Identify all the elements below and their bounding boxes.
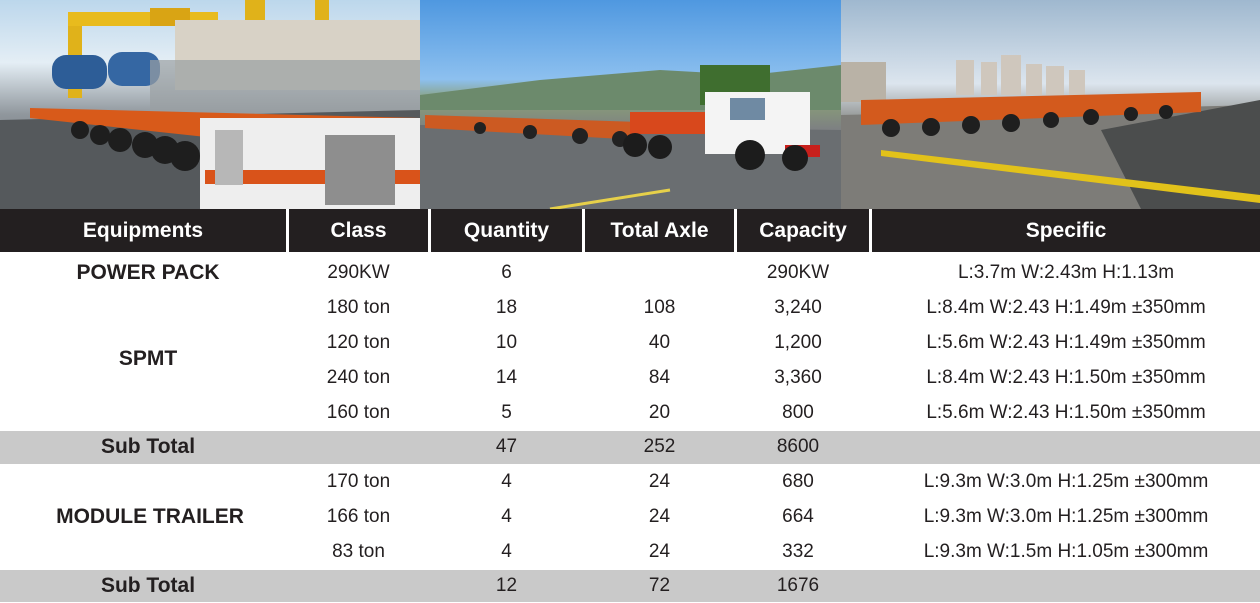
table-cell-quantity: 5 — [501, 402, 512, 423]
table-cell-capacity: 1,200 — [774, 332, 822, 353]
subtotal-row — [0, 570, 1260, 602]
table-cell-total-axle: 24 — [648, 506, 671, 527]
header-capacity: Capacity — [759, 219, 847, 242]
table-cell-total-axle: 84 — [648, 367, 671, 388]
table-cell-capacity: 680 — [782, 471, 814, 492]
table-cell-capacity: 664 — [782, 506, 814, 527]
table-cell-specific: L:5.6m W:2.43 H:1.50m ±350mm — [926, 402, 1206, 423]
header-divider — [869, 209, 872, 252]
subtotal-total-axle: 72 — [648, 575, 671, 596]
photo-truck-trailer — [420, 0, 841, 209]
subtotal-total-axle: 252 — [643, 436, 676, 457]
table-cell-capacity: 800 — [782, 402, 814, 423]
header-class: Class — [330, 219, 387, 242]
subtotal-capacity: 8600 — [776, 436, 820, 457]
table-cell-quantity: 14 — [495, 367, 518, 388]
table-cell-class: 166 ton — [326, 506, 391, 527]
table-cell-class: 83 ton — [332, 541, 385, 562]
table-cell-specific: L:9.3m W:3.0m H:1.25m ±300mm — [923, 506, 1209, 527]
table-cell-specific: L:9.3m W:1.5m H:1.05m ±300mm — [923, 541, 1209, 562]
table-cell-total-axle: 20 — [648, 402, 671, 423]
subtotal-row — [0, 431, 1260, 464]
subtotal-label: Sub Total — [100, 435, 196, 458]
table-cell-class: 240 ton — [326, 367, 391, 388]
table-cell-class: 290KW — [327, 262, 390, 283]
table-cell-specific: L:8.4m W:2.43 H:1.49m ±350mm — [926, 297, 1206, 318]
photo-quay-spmt — [841, 0, 1260, 209]
table-cell-total-axle — [585, 256, 734, 290]
table-cell-quantity: 4 — [501, 506, 512, 527]
header-total-axle: Total Axle — [610, 219, 709, 242]
table-cell-quantity: 18 — [495, 297, 518, 318]
table-cell-class: 160 ton — [326, 402, 391, 423]
subtotal-quantity: 47 — [495, 436, 518, 457]
header-divider — [428, 209, 431, 252]
table-cell-specific: L:5.6m W:2.43 H:1.49m ±350mm — [926, 332, 1206, 353]
table-cell-capacity: 3,360 — [774, 367, 822, 388]
table-cell-total-axle: 40 — [648, 332, 671, 353]
table-cell-total-axle: 24 — [648, 471, 671, 492]
table-cell-quantity: 10 — [495, 332, 518, 353]
header-specific: Specific — [1025, 219, 1107, 242]
table-cell-specific: L:9.3m W:3.0m H:1.25m ±300mm — [923, 471, 1209, 492]
header-divider — [734, 209, 737, 252]
table-cell-total-axle: 108 — [643, 297, 676, 318]
group-name-spmt: SPMT — [118, 347, 178, 370]
table-cell-quantity: 4 — [501, 471, 512, 492]
table-cell-quantity: 6 — [501, 262, 512, 283]
table-cell-specific: L:3.7m W:2.43m H:1.13m — [957, 262, 1175, 283]
photo-spmt-yard — [0, 0, 420, 209]
table-cell-quantity: 4 — [501, 541, 512, 562]
header-quantity: Quantity — [463, 219, 550, 242]
subtotal-label: Sub Total — [100, 574, 196, 597]
table-cell-specific: L:8.4m W:2.43 H:1.50m ±350mm — [926, 367, 1206, 388]
group-name-module-trailer: MODULE TRAILER — [56, 505, 244, 528]
group-name-power-pack: POWER PACK — [76, 261, 220, 284]
equipment-table: Equipments Class Quantity Total Axle Cap… — [0, 209, 1260, 602]
header-divider — [582, 209, 585, 252]
photo-strip — [0, 0, 1260, 209]
subtotal-capacity: 1676 — [776, 575, 820, 596]
table-cell-class: 170 ton — [326, 471, 391, 492]
header-divider — [286, 209, 289, 252]
subtotal-quantity: 12 — [495, 575, 518, 596]
table-cell-capacity: 332 — [782, 541, 814, 562]
table-cell-capacity: 3,240 — [774, 297, 822, 318]
table-cell-class: 120 ton — [326, 332, 391, 353]
table-header: Equipments Class Quantity Total Axle Cap… — [0, 209, 1260, 252]
table-cell-total-axle: 24 — [648, 541, 671, 562]
table-cell-capacity: 290KW — [766, 262, 830, 283]
table-cell-class: 180 ton — [326, 297, 391, 318]
header-equipments: Equipments — [82, 219, 204, 242]
